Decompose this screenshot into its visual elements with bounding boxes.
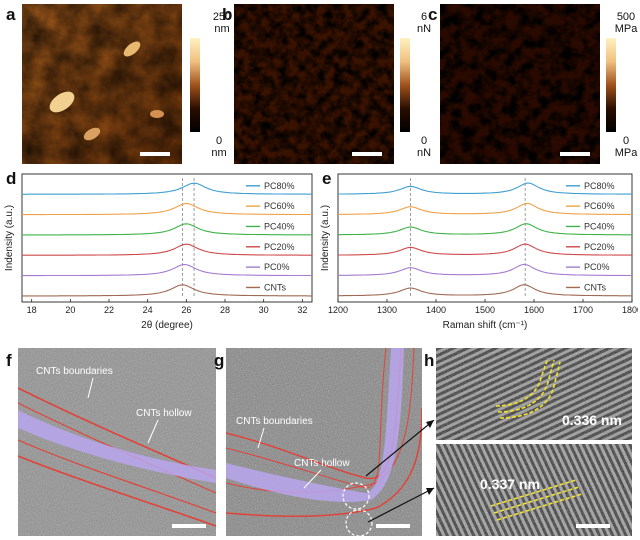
panel-letter-f: f bbox=[6, 351, 12, 370]
colorbar-a-bottom: 0 nm bbox=[211, 135, 227, 159]
panel-letter-d: d bbox=[6, 169, 17, 188]
legend-label: PC20% bbox=[584, 242, 615, 252]
y-axis-title: Indensity (a.u.) bbox=[320, 205, 331, 271]
scale-bar bbox=[140, 152, 170, 156]
lattice-spacing-bottom: 0.337 nm bbox=[480, 476, 540, 492]
legend-label: PC20% bbox=[264, 242, 295, 252]
colorbar-a-top: 250 nm bbox=[212, 11, 232, 35]
legend-label: PC80% bbox=[264, 181, 295, 191]
x-tick-label: 20 bbox=[65, 305, 75, 315]
series-line bbox=[22, 243, 312, 256]
panel-letter-g: g bbox=[214, 351, 225, 370]
panel-letter-a: a bbox=[6, 5, 16, 24]
tem-g-annotations: CNTs boundaries CNTs hollow bbox=[236, 416, 350, 489]
colorbar-c bbox=[606, 38, 616, 132]
scale-bar bbox=[560, 152, 590, 156]
legend-label: PC40% bbox=[264, 221, 295, 231]
series-line bbox=[22, 284, 312, 297]
x-tick-label: 1500 bbox=[475, 305, 495, 315]
x-tick-label: 24 bbox=[143, 305, 153, 315]
afm-adhesion-image bbox=[234, 4, 394, 164]
lattice-spacing-top: 0.336 nm bbox=[562, 412, 622, 428]
panel-letter-e: e bbox=[322, 169, 332, 188]
xrd-chart: 18 20 22 24 26 28 30 32 2θ (degree) Indensity (a.… bbox=[4, 173, 313, 331]
x-tick-label: 26 bbox=[181, 305, 191, 315]
series-line bbox=[338, 243, 632, 256]
afm-modulus-image bbox=[440, 4, 600, 164]
x-tick-label: 1600 bbox=[524, 305, 544, 315]
x-tick-label: 30 bbox=[259, 305, 269, 315]
afm-height-image bbox=[22, 4, 182, 164]
legend-label: PC60% bbox=[584, 201, 615, 211]
colorbar-b-bottom: 0 nN bbox=[416, 135, 432, 159]
x-tick-label: 22 bbox=[104, 305, 114, 315]
x-tick-label: 1800 bbox=[622, 305, 638, 315]
series-line bbox=[337, 263, 632, 277]
series-line bbox=[338, 182, 632, 195]
legend-label: PC40% bbox=[584, 221, 615, 231]
x-tick-label: 32 bbox=[297, 305, 307, 315]
tem-f-annotations: CNTs boundaries CNTs hollow bbox=[36, 366, 192, 444]
plot-frame bbox=[21, 173, 313, 303]
x-tick-label: 1400 bbox=[426, 305, 446, 315]
raman-chart: 1200 1300 1400 1500 1600 1700 1800 Raman shift … bbox=[320, 173, 638, 331]
legend-label: PC60% bbox=[264, 201, 295, 211]
tem-image-g bbox=[226, 348, 422, 536]
label-cnts-boundaries: CNTs boundaries bbox=[236, 416, 313, 427]
colorbar-b-top: 6 nN bbox=[416, 11, 432, 35]
x-tick-label: 1200 bbox=[328, 305, 348, 315]
hrtem-image-bottom: 0.337 nm bbox=[436, 444, 632, 536]
label-cnts-hollow: CNTs hollow bbox=[294, 458, 350, 469]
arrow-boundaries bbox=[257, 427, 265, 449]
colorbar-a bbox=[190, 38, 200, 132]
panel-letter-c: c bbox=[428, 5, 438, 24]
colorbar-c-top: 500 MPa bbox=[614, 11, 638, 35]
legend-label: CNTs bbox=[264, 282, 286, 292]
x-tick-label: 18 bbox=[27, 305, 37, 315]
arrow-hollow bbox=[303, 469, 322, 489]
legend-label: PC80% bbox=[584, 181, 615, 191]
legend-label: PC0% bbox=[584, 262, 610, 272]
series-line bbox=[22, 202, 312, 216]
y-axis-title: Indensity (a.u.) bbox=[4, 205, 15, 271]
hrtem-image-top: 0.336 nm bbox=[436, 348, 632, 440]
series-line bbox=[337, 202, 632, 216]
x-tick-label: 1300 bbox=[377, 305, 397, 315]
series-line bbox=[22, 223, 313, 236]
series-line bbox=[338, 284, 632, 297]
tem-image-f bbox=[18, 348, 216, 536]
panel-letter-b: b bbox=[222, 5, 233, 24]
x-axis-title: 2θ (degree) bbox=[141, 320, 193, 331]
label-cnts-hollow: CNTs hollow bbox=[136, 408, 192, 419]
label-cnts-boundaries: CNTs boundaries bbox=[36, 366, 113, 377]
series-line bbox=[22, 182, 312, 195]
series-line bbox=[338, 223, 632, 236]
scale-bar bbox=[352, 152, 382, 156]
x-tick-label: 1700 bbox=[573, 305, 593, 315]
colorbar-b bbox=[400, 38, 410, 132]
arrow-hollow bbox=[147, 419, 159, 444]
zoom-arrows bbox=[365, 420, 435, 523]
arrow-boundaries bbox=[87, 377, 94, 399]
colorbar-c-bottom: 0 MPa bbox=[614, 135, 638, 159]
x-axis-title: Raman shift (cm⁻¹) bbox=[443, 320, 528, 331]
series-line bbox=[22, 263, 312, 277]
x-tick-label: 28 bbox=[220, 305, 230, 315]
legend-label: CNTs bbox=[584, 282, 606, 292]
panel-letter-h: h bbox=[424, 351, 435, 370]
legend-label: PC0% bbox=[264, 262, 290, 272]
